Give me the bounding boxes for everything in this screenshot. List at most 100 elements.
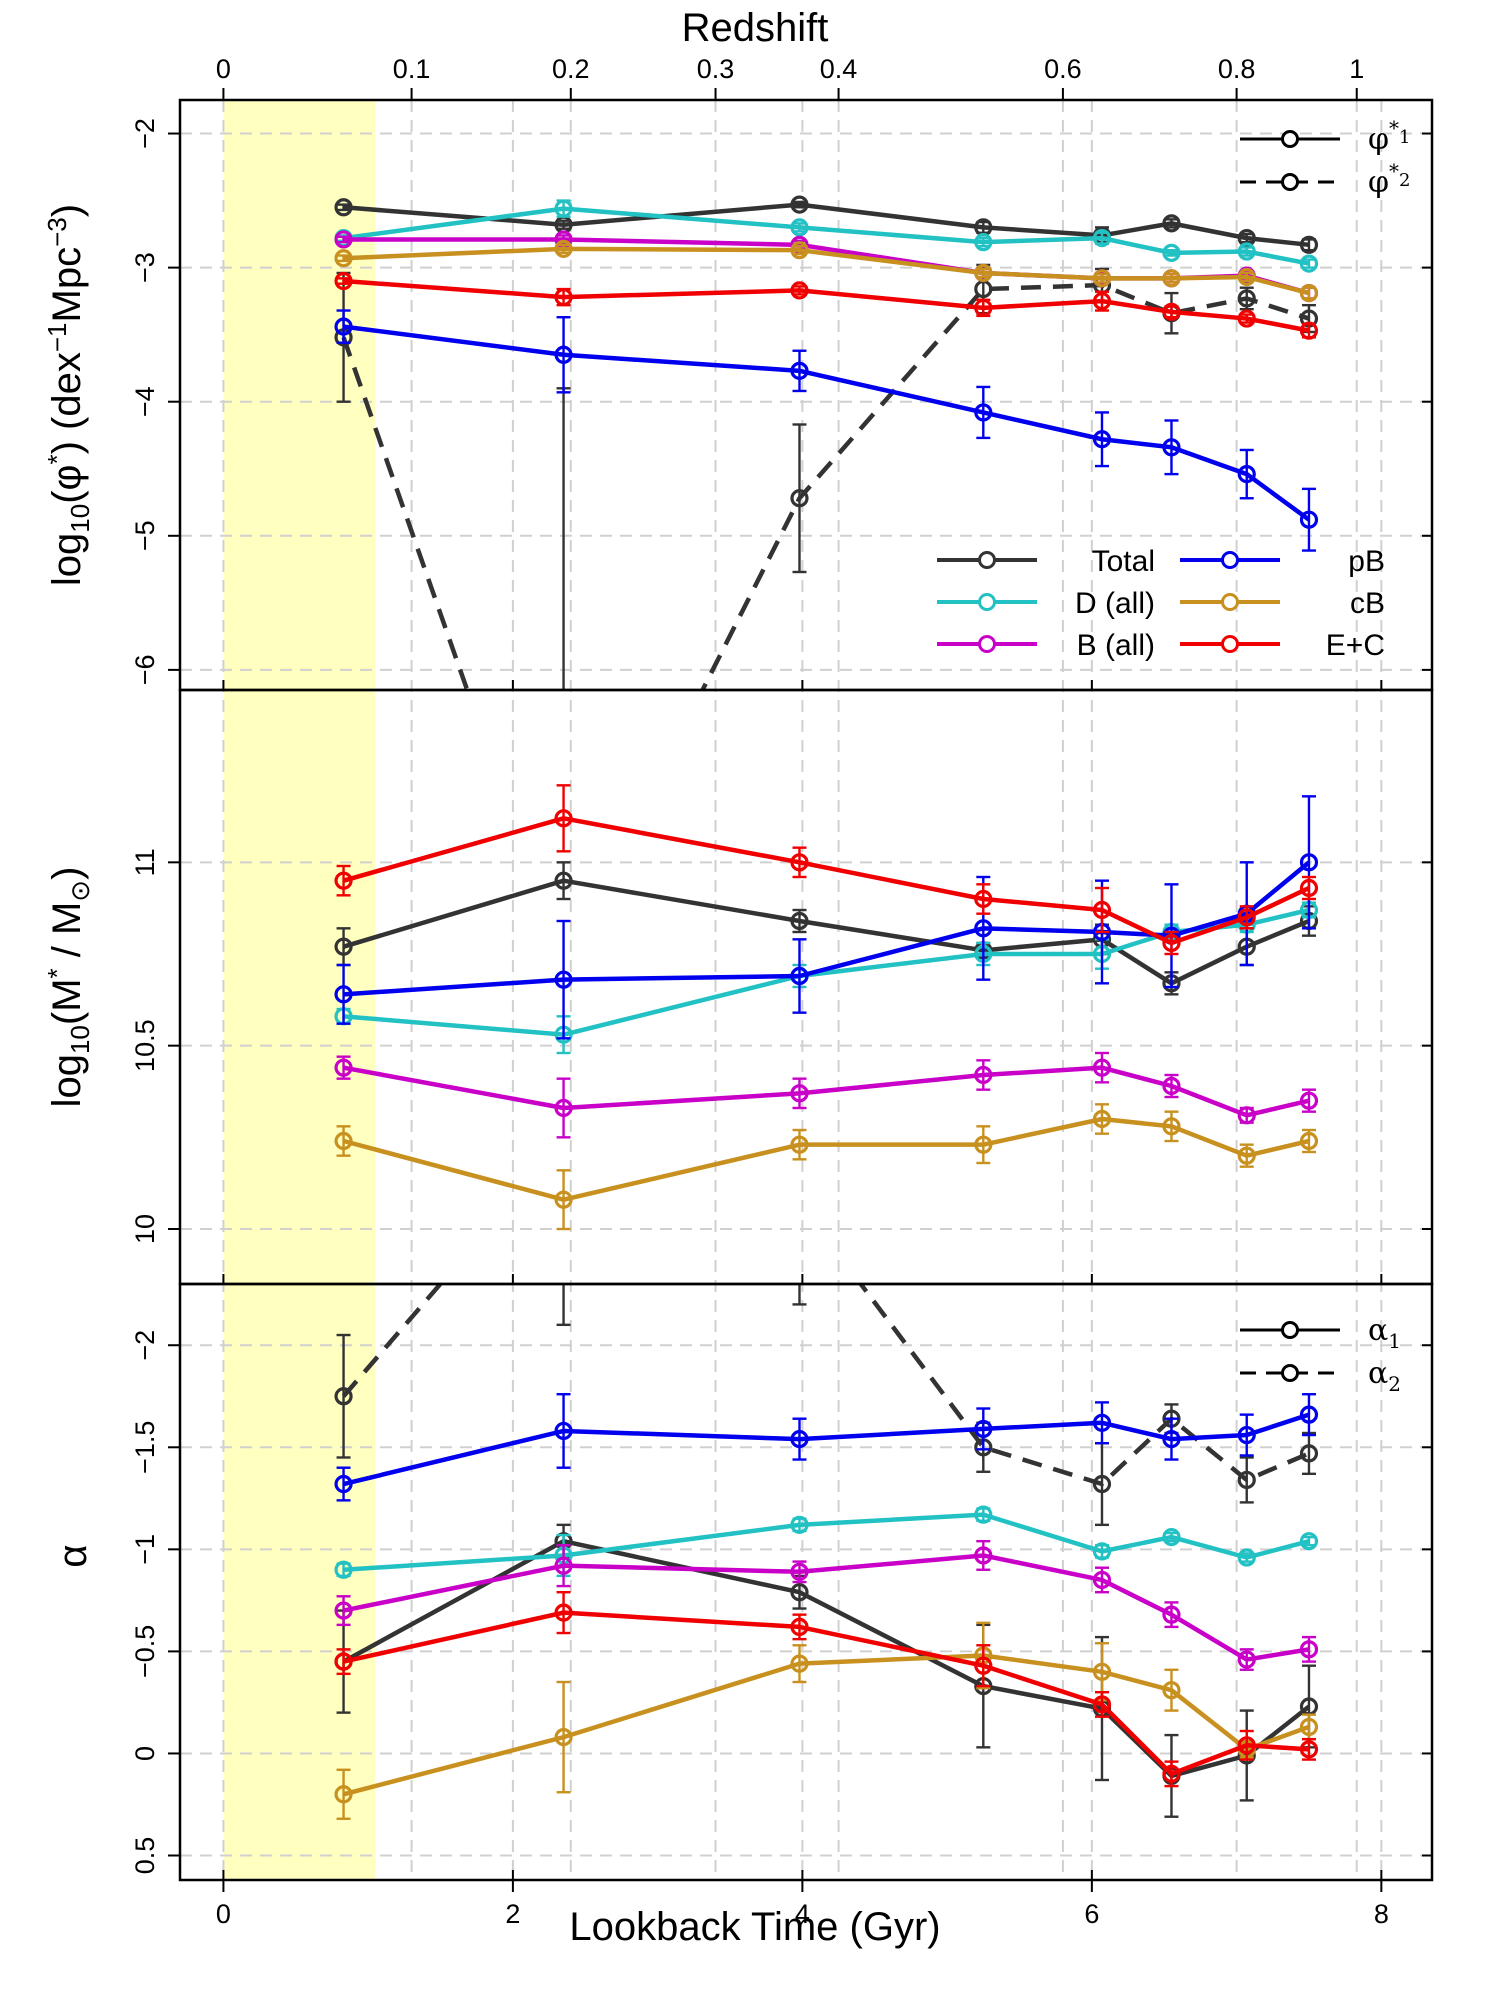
data-point (790, 361, 809, 380)
y-axis-title-mass: log10(M* / M⊙) (42, 867, 95, 1108)
data-point (1299, 510, 1319, 529)
series-line (343, 202, 1310, 248)
data-point (1237, 1470, 1256, 1490)
dashed-series-total (334, 1284, 1319, 1527)
data-point (790, 1654, 809, 1673)
data-point (974, 298, 993, 317)
data-point (1237, 1650, 1256, 1669)
data-point (1162, 214, 1181, 233)
y-tick-label: −1 (130, 1534, 160, 1565)
legend-label: D (all) (1075, 587, 1155, 620)
data-point (1162, 1117, 1181, 1136)
top-tick-label: 0.2 (552, 54, 590, 84)
data-point (974, 1135, 993, 1154)
data-point (554, 1556, 573, 1575)
series-line (343, 246, 1310, 296)
y-tick-label: −5 (130, 520, 160, 551)
data-point (1092, 1413, 1112, 1432)
data-point (1092, 1474, 1112, 1494)
legend-label: pB (1348, 545, 1385, 578)
y-tick-label: −3 (130, 252, 160, 283)
series-legend-e-c: E+C (1180, 629, 1385, 662)
data-point (790, 853, 809, 872)
x-axis-title: Lookback Time (Gyr) (569, 1905, 940, 1949)
series-layer (334, 195, 1319, 1820)
series-line (343, 907, 1310, 1037)
data-point (334, 317, 353, 336)
data-point (790, 1562, 809, 1581)
data-point (334, 1652, 353, 1671)
data-point (1092, 229, 1112, 248)
tick-marks: −2 −3 −4 −5 −6 10 10.5 11 0.5 0 −0.5 −1 −1.5 −2 (130, 88, 1432, 1892)
data-point (334, 249, 353, 268)
y-tick-label: −4 (130, 386, 160, 417)
data-point (1162, 302, 1181, 321)
top-tick-label: 0.1 (393, 54, 431, 84)
series-line (343, 206, 1310, 266)
data-point (1299, 235, 1319, 254)
highlight-band (223, 100, 376, 1880)
data-point (554, 1190, 573, 1209)
series-legend-total: Total (937, 545, 1155, 578)
data-point (1299, 1444, 1319, 1463)
y-tick-label: 0.5 (130, 1837, 160, 1875)
legend-label: Total (1092, 545, 1155, 578)
data-point (974, 1546, 993, 1565)
y-tick-label: 11 (130, 848, 160, 876)
data-point (554, 1728, 573, 1747)
data-point (334, 1560, 353, 1579)
series-line (343, 1512, 1310, 1572)
data-point (1162, 438, 1181, 457)
data-point (554, 1603, 573, 1622)
series-pb (334, 1393, 1319, 1502)
series-e-c (334, 1591, 1319, 1788)
style-legend-α2: α2 (1240, 1356, 1401, 1396)
bottom-time-axis: Lookback Time (Gyr) 0 2 4 6 8 (216, 1899, 1389, 1949)
series-line (343, 1065, 1310, 1118)
data-point (1237, 465, 1256, 484)
panel-phi-plot (334, 195, 1319, 690)
series-cb (334, 239, 1319, 303)
series-pb (334, 309, 1319, 552)
top-tick-label: 0 (216, 54, 231, 84)
y-axis-titles: log10(φ*) (dex−1Mpc−3) log10(M* / M⊙) α (42, 204, 95, 1568)
y-tick-label: −6 (130, 654, 160, 685)
legend-marker (978, 551, 996, 569)
data-point (1092, 1109, 1112, 1129)
y-axis-title-alpha: α (51, 1544, 95, 1567)
data-point (1299, 1532, 1319, 1551)
y-tick-label: −0.5 (130, 1625, 160, 1678)
style-legend-φstar1: φ*1 (1240, 116, 1410, 157)
series-line (342, 878, 1310, 986)
series-line (342, 816, 1310, 946)
series-line (343, 324, 1311, 522)
data-point (974, 1505, 993, 1524)
series-legend-b-all-: B (all) (937, 629, 1155, 662)
data-point (1237, 289, 1256, 308)
panel-alpha-plot (334, 1284, 1319, 1820)
data-point (554, 345, 573, 364)
data-point (1299, 1740, 1319, 1759)
data-point (974, 1419, 993, 1439)
data-point (334, 271, 353, 291)
data-point (334, 1785, 353, 1804)
data-point (1162, 933, 1181, 953)
legend-marker (1221, 551, 1239, 569)
series-line (343, 1412, 1310, 1487)
legend-label: E+C (1326, 629, 1385, 662)
data-point (790, 1084, 809, 1103)
data-point (1237, 242, 1256, 261)
y-tick-label: −1.5 (130, 1421, 160, 1474)
data-point (1092, 1570, 1112, 1590)
data-point (1237, 1146, 1256, 1165)
top-tick-label: 0.3 (697, 54, 735, 84)
data-point (1092, 1058, 1112, 1077)
data-point (1237, 1736, 1256, 1755)
legend-marker (1221, 593, 1239, 611)
data-point (334, 937, 353, 956)
data-point (790, 281, 809, 300)
data-point (1162, 243, 1181, 262)
y-axis-title-phi: log10(φ*) (dex−1Mpc−3) (42, 204, 95, 586)
